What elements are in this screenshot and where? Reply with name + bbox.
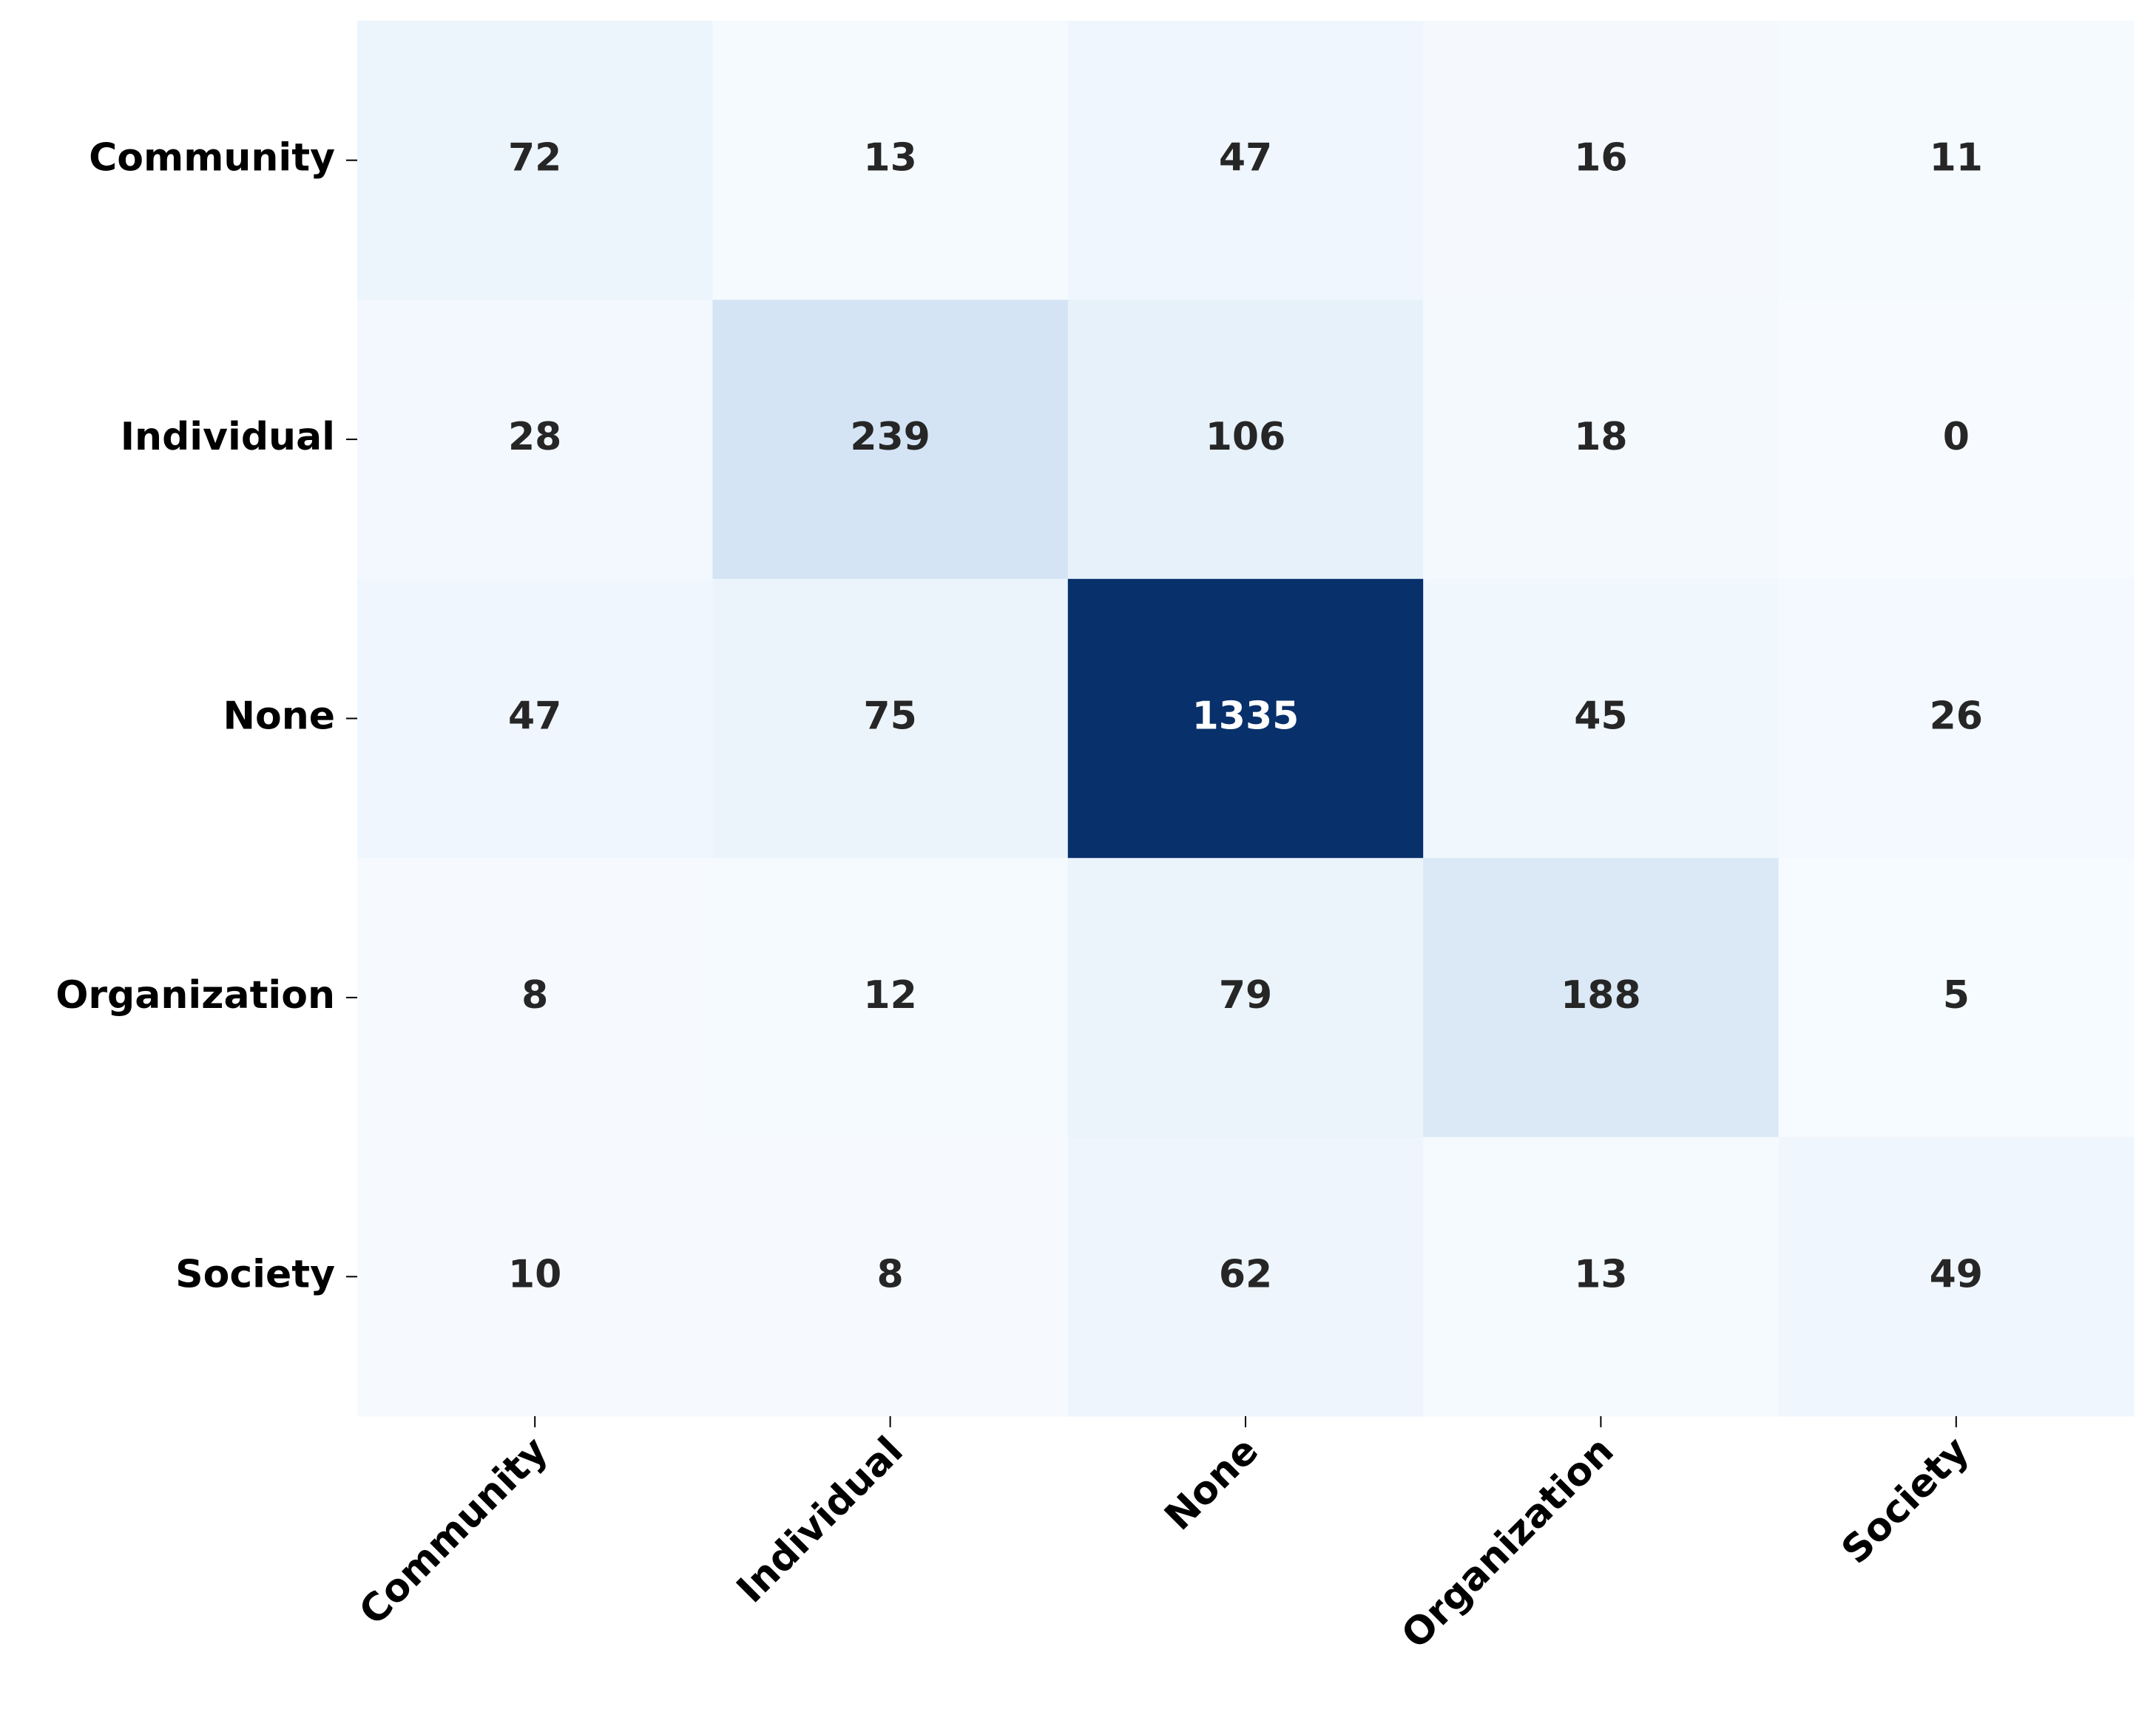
x-tick-label: Individual xyxy=(729,1429,912,1612)
heatmap-cell xyxy=(712,300,1069,580)
cell-label: 28 xyxy=(508,415,561,459)
x-tick-label: Community xyxy=(351,1429,556,1634)
y-tick-label: Individual xyxy=(121,415,335,459)
cell-label: 79 xyxy=(1219,973,1272,1018)
cell-label: 0 xyxy=(1943,415,1970,459)
heatmap-cell xyxy=(1067,858,1424,1138)
heatmap-cell xyxy=(357,858,713,1138)
cell-label: 13 xyxy=(1574,1252,1627,1296)
heatmap-cell xyxy=(712,1137,1069,1417)
heatmap-cell xyxy=(357,578,713,859)
y-tick-label: None xyxy=(223,694,335,739)
cell-label: 5 xyxy=(1943,973,1970,1018)
cell-label: 18 xyxy=(1574,415,1627,459)
heatmap-cell xyxy=(1067,1137,1424,1417)
heatmap-cell xyxy=(1778,858,2135,1138)
cell-label: 106 xyxy=(1206,415,1286,459)
heatmap-cell xyxy=(1778,300,2135,580)
heatmap-cell xyxy=(1067,578,1424,859)
x-tick-label: Organization xyxy=(1393,1429,1623,1658)
cell-label: 75 xyxy=(863,694,916,739)
heatmap-cell xyxy=(1778,578,2135,859)
cell-label: 239 xyxy=(850,415,930,459)
cell-label: 188 xyxy=(1561,973,1641,1018)
heatmap-cell xyxy=(712,21,1069,300)
heatmap-cell xyxy=(357,21,713,300)
heatmap-cell xyxy=(1423,578,1780,859)
heatmap-cell xyxy=(1778,1137,2135,1417)
cell-label: 1335 xyxy=(1192,694,1300,739)
x-tick-label: None xyxy=(1157,1429,1268,1540)
heatmap-cell xyxy=(712,578,1069,859)
cell-label: 49 xyxy=(1930,1252,1983,1296)
cell-label: 11 xyxy=(1930,136,1983,180)
cell-label: 10 xyxy=(508,1252,561,1296)
cell-label: 47 xyxy=(1219,136,1272,180)
x-tick-label: Society xyxy=(1834,1429,1978,1573)
heatmap-cell xyxy=(1067,300,1424,580)
heatmap-cell xyxy=(1423,21,1780,300)
cell-label: 8 xyxy=(877,1252,904,1296)
y-tick-label: Organization xyxy=(55,973,335,1018)
heatmap-cell xyxy=(1423,858,1780,1138)
cell-label: 26 xyxy=(1930,694,1983,739)
heatmap-cell xyxy=(357,300,713,580)
y-tick-label: Society xyxy=(175,1252,335,1296)
heatmap-cell xyxy=(1423,1137,1780,1417)
heatmap-cell xyxy=(357,1137,713,1417)
cell-label: 8 xyxy=(521,973,548,1018)
cell-label: 72 xyxy=(508,136,561,180)
cell-label: 45 xyxy=(1574,694,1627,739)
cell-label: 13 xyxy=(863,136,916,180)
heatmap-cell xyxy=(712,858,1069,1138)
cell-label: 47 xyxy=(508,694,561,739)
heatmap-cell xyxy=(1778,21,2135,300)
heatmap-cell xyxy=(1067,21,1424,300)
heatmap-cell xyxy=(1423,300,1780,580)
cell-label: 12 xyxy=(863,973,916,1018)
cell-label: 16 xyxy=(1574,136,1627,180)
y-tick-label: Community xyxy=(89,136,335,180)
cell-label: 62 xyxy=(1219,1252,1272,1296)
